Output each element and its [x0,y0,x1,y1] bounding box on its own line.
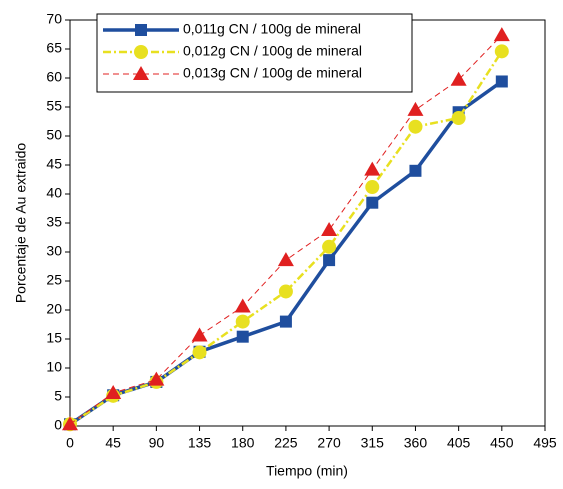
marker [493,27,510,42]
x-tick-label: 180 [231,435,255,451]
y-tick-label: 60 [46,69,62,85]
x-tick-label: 225 [274,435,298,451]
marker [234,298,251,313]
y-axis-label: Porcentaje de Au extraido [13,143,29,304]
y-tick-label: 25 [46,272,62,288]
x-tick-label: 405 [447,435,471,451]
marker [407,101,424,116]
marker [148,371,165,386]
marker [191,327,208,342]
legend-marker [134,45,148,59]
x-axis-label: Tiempo (min) [266,463,348,479]
marker [105,384,122,399]
marker [366,196,379,209]
x-tick-label: 495 [533,435,557,451]
x-tick-label: 0 [66,435,74,451]
y-tick-label: 5 [54,388,62,404]
x-tick-label: 360 [404,435,428,451]
y-tick-label: 50 [46,127,62,143]
y-tick-label: 30 [46,243,62,259]
marker [323,254,336,267]
marker [322,239,337,254]
y-tick-label: 0 [54,417,62,433]
x-tick-label: 135 [188,435,212,451]
y-tick-label: 45 [46,156,62,172]
x-tick-label: 315 [361,435,385,451]
x-tick-label: 90 [149,435,165,451]
marker [451,111,466,126]
x-tick-label: 45 [105,435,121,451]
marker [321,221,338,236]
series-line [69,34,503,425]
x-tick-label: 450 [490,435,514,451]
marker [494,44,509,59]
marker [409,164,422,177]
series-line [69,50,503,426]
legend-label: 0,012g CN / 100g de mineral [183,43,362,59]
marker [450,71,467,86]
y-tick-label: 35 [46,214,62,230]
y-tick-label: 20 [46,301,62,317]
y-tick-label: 65 [46,40,62,56]
y-tick-label: 10 [46,359,62,375]
y-tick-label: 40 [46,185,62,201]
legend-label: 0,013g CN / 100g de mineral [183,65,362,81]
marker [192,345,207,360]
y-tick-label: 70 [46,11,62,27]
y-tick-label: 15 [46,330,62,346]
marker [408,119,423,134]
x-tick-label: 270 [317,435,341,451]
y-tick-label: 55 [46,98,62,114]
marker [364,161,381,176]
legend-label: 0,011g CN / 100g de mineral [183,21,361,37]
marker [62,416,78,431]
marker [495,75,508,88]
marker [277,252,294,267]
legend-box [96,13,413,93]
marker [235,314,250,329]
marker [236,330,249,343]
marker [279,315,292,328]
marker [365,180,380,195]
legend-marker [133,66,149,80]
legend-marker [135,24,147,36]
marker [278,284,293,299]
